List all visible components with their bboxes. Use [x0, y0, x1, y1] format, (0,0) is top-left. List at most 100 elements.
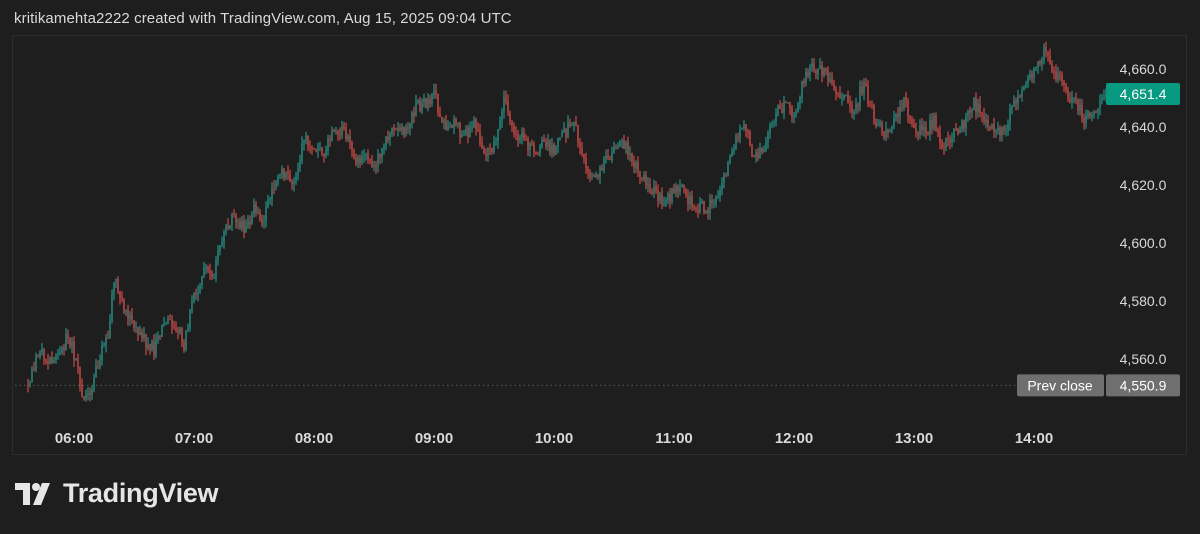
- candle-body: [489, 148, 491, 150]
- candle-body: [381, 148, 383, 158]
- candle-body: [955, 128, 957, 130]
- candlestick: [605, 149, 607, 164]
- candle-body: [565, 129, 567, 138]
- candlestick: [341, 120, 343, 139]
- candle-body: [737, 137, 739, 139]
- candle-body: [347, 136, 349, 140]
- candlestick: [649, 178, 651, 195]
- candlestick: [1029, 69, 1031, 81]
- candlestick: [779, 100, 781, 110]
- candlestick: [547, 133, 549, 152]
- candlestick: [727, 160, 729, 177]
- candle-body: [767, 132, 769, 143]
- x-tick-label: 06:00: [55, 430, 93, 447]
- candle-body: [779, 105, 781, 110]
- candlestick: [675, 182, 677, 198]
- candlestick: [929, 113, 931, 141]
- candle-body: [863, 83, 865, 94]
- candlestick: [409, 122, 411, 136]
- candlestick: [879, 119, 881, 128]
- candle-body: [849, 102, 851, 107]
- candlestick: [555, 145, 557, 155]
- candlestick: [1065, 82, 1067, 94]
- candle-body: [313, 148, 315, 150]
- candlestick: [455, 117, 457, 127]
- candlestick: [1031, 70, 1033, 83]
- candle-body: [697, 209, 699, 213]
- candlestick: [749, 129, 751, 147]
- candle-body: [775, 113, 777, 123]
- tradingview-logo[interactable]: TradingView: [15, 478, 219, 509]
- candle-body: [49, 357, 51, 365]
- candlestick: [559, 137, 561, 141]
- candlestick: [653, 179, 655, 199]
- candle-body: [415, 102, 417, 117]
- candlestick-chart[interactable]: Prev close 4,550.9 4,560.0 4,580.0 4,600.0 4…: [13, 36, 1188, 456]
- candle-body: [549, 140, 551, 154]
- candle-body: [957, 129, 959, 134]
- candle-body: [705, 210, 707, 213]
- candle-body: [493, 142, 495, 153]
- candle-body: [777, 105, 779, 114]
- candlestick: [1075, 92, 1077, 105]
- candle-body: [39, 351, 41, 357]
- candle-body: [185, 330, 187, 350]
- candle-body: [659, 194, 661, 201]
- candlestick: [309, 140, 311, 154]
- candlestick: [215, 256, 217, 283]
- candlestick: [1067, 86, 1069, 103]
- candlestick: [501, 108, 503, 128]
- candlestick: [105, 334, 107, 353]
- candlestick: [859, 80, 861, 112]
- candle-body: [197, 292, 199, 295]
- candle-body: [253, 204, 255, 214]
- candlestick: [231, 212, 233, 231]
- candlestick: [487, 147, 489, 162]
- candle-body: [691, 196, 693, 208]
- candlestick: [163, 316, 165, 327]
- chart-panel[interactable]: Prev close 4,550.9 4,560.0 4,580.0 4,600.0 4…: [12, 35, 1187, 455]
- candlestick: [371, 154, 373, 168]
- candlestick: [263, 215, 265, 229]
- candle-body: [1091, 115, 1093, 117]
- candlestick: [395, 127, 397, 131]
- candle-body: [323, 153, 325, 157]
- candle-body: [547, 140, 549, 147]
- candlestick: [953, 127, 955, 143]
- candle-body: [485, 153, 487, 156]
- candlestick: [849, 95, 851, 113]
- candlestick: [753, 154, 755, 158]
- candlestick: [755, 148, 757, 163]
- candle-body: [479, 131, 481, 143]
- candle-body: [289, 173, 291, 182]
- candlestick: [267, 195, 269, 209]
- candlestick: [411, 110, 413, 129]
- candlestick: [293, 177, 295, 192]
- candlestick: [461, 130, 463, 138]
- candlestick: [551, 137, 553, 158]
- candlestick: [587, 165, 589, 179]
- candle-body: [933, 115, 935, 129]
- candle-body: [589, 172, 591, 177]
- candlestick: [985, 113, 987, 129]
- candle-body: [815, 70, 817, 74]
- candle-body: [203, 267, 205, 277]
- candle-body: [1005, 130, 1007, 132]
- candle-body: [201, 276, 203, 286]
- candle-body: [213, 277, 215, 279]
- candle-body: [613, 147, 615, 153]
- candle-body: [757, 152, 759, 159]
- candlestick: [651, 188, 653, 196]
- candle-body: [487, 148, 489, 156]
- candlestick: [403, 126, 405, 139]
- candle-body: [175, 327, 177, 332]
- candle-body: [707, 210, 709, 214]
- candle-body: [733, 148, 735, 152]
- candle-body: [263, 221, 265, 223]
- candlestick: [827, 66, 829, 87]
- candle-body: [1007, 123, 1009, 131]
- candlestick: [1033, 66, 1035, 84]
- candle-body: [609, 158, 611, 161]
- candle-body: [1071, 97, 1073, 103]
- candlestick: [767, 130, 769, 149]
